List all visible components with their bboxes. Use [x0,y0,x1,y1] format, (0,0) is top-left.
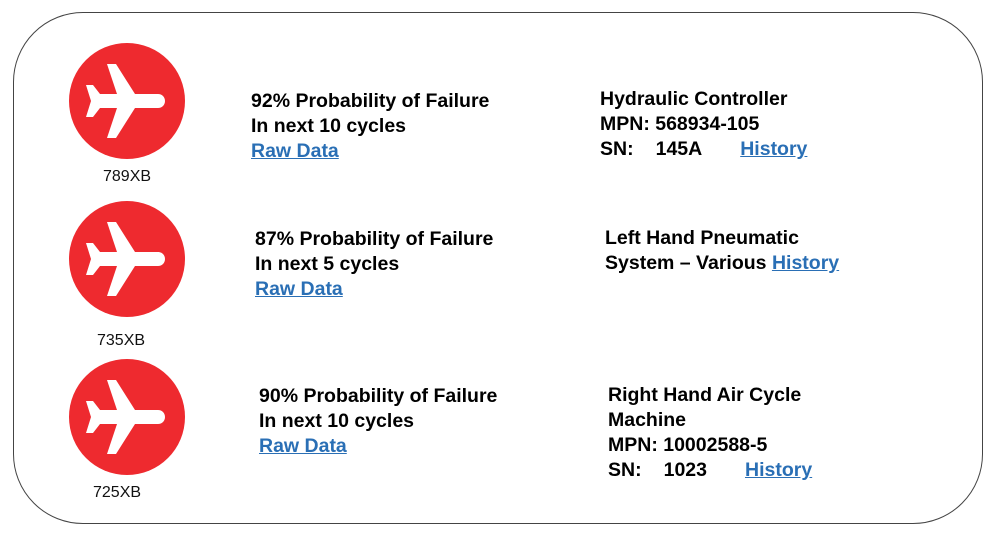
tail-number: 735XB [97,332,146,349]
component-name-cont: System – Various [605,252,767,274]
cycle-horizon-text: In next 10 cycles [259,410,415,432]
probability-text: 90% Probability of Failure [259,385,498,407]
history-link[interactable]: History [771,252,840,274]
probability-text: 92% Probability of Failure [251,90,490,112]
component-info: Left Hand Pneumatic System – Various His… [605,226,839,276]
sn-label: SN: [608,459,642,481]
sn-value: 1023 [663,459,707,481]
raw-data-link[interactable]: Raw Data [259,435,347,457]
tail-number: 789XB [103,168,152,185]
failure-prediction: 87% Probability of Failure In next 5 cyc… [255,227,493,302]
cycle-horizon-text: In next 10 cycles [251,115,407,137]
alert-row-735xb: 735XB 87% Probability of Failure In next… [0,0,999,349]
tail-number: 725XB [93,484,142,501]
component-name-cont: Machine [608,409,687,431]
alert-row-725xb: 725XB 90% Probability of Failure In next… [0,0,999,501]
sn-value: 145A [655,138,703,160]
alert-row-789xb: 789XB 92% Probability of Failure In next… [0,0,999,185]
component-mpn: MPN: 10002588-5 [608,434,768,456]
airplane-icon [69,201,185,317]
component-mpn: MPN: 568934-105 [600,113,760,135]
failure-prediction: 92% Probability of Failure In next 10 cy… [251,89,489,164]
alerts-panel [13,12,983,524]
sn-label: SN: [600,138,634,160]
failure-prediction: 90% Probability of Failure In next 10 cy… [259,384,497,459]
probability-text: 87% Probability of Failure [255,228,494,250]
component-name: Right Hand Air Cycle [608,384,802,406]
cycle-horizon-text: In next 5 cycles [255,253,400,275]
airplane-icon [69,43,185,159]
raw-data-link[interactable]: Raw Data [255,278,343,300]
component-name: Hydraulic Controller [600,88,788,110]
component-info: Hydraulic Controller MPN: 568934-105 SN:… [600,87,807,162]
component-name: Left Hand Pneumatic [605,227,799,249]
airplane-icon [69,359,185,475]
raw-data-link[interactable]: Raw Data [251,140,339,162]
component-info: Right Hand Air Cycle Machine MPN: 100025… [608,383,812,483]
history-link[interactable]: History [740,138,808,160]
history-link[interactable]: History [744,459,813,481]
